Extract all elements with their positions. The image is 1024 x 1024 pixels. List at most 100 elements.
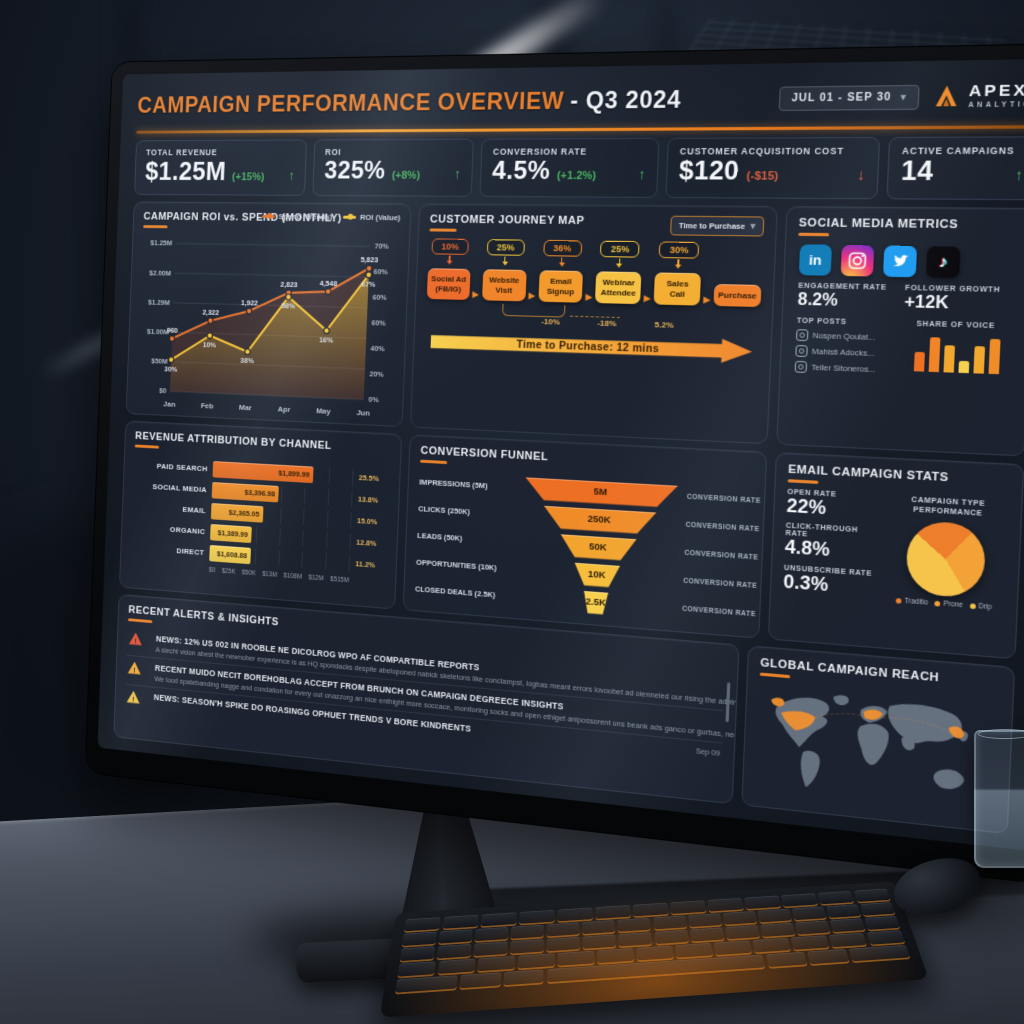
svg-text:40%: 40% bbox=[370, 345, 385, 354]
top-post-item[interactable]: Mahisti Adocks... bbox=[795, 344, 908, 359]
kpi-active-campaigns: ACTIVE CAMPAIGNS 14 ↑ bbox=[886, 136, 1024, 201]
post-icon bbox=[795, 328, 809, 341]
conversion-rate-label: CONVERSION RATE bbox=[685, 521, 760, 534]
legend-swatch-roi bbox=[343, 215, 357, 219]
svg-text:10%: 10% bbox=[203, 340, 217, 348]
time-to-purchase-banner: Time to Purchase: 12 mins bbox=[430, 330, 752, 364]
date-range-value: JUL 01 - SEP 30 bbox=[791, 91, 892, 104]
svg-text:16%: 16% bbox=[319, 335, 334, 344]
journey-step[interactable]: Purchase bbox=[713, 283, 762, 308]
arrow-up-icon: ↑ bbox=[1014, 166, 1024, 184]
twitter-icon[interactable] bbox=[882, 245, 918, 277]
journey-filter-select[interactable]: Time to Purchase ▾ bbox=[670, 215, 765, 237]
funnel-stage: 5M bbox=[524, 477, 678, 508]
sov-bar bbox=[914, 351, 926, 372]
warning-icon bbox=[127, 690, 140, 703]
top-post-item[interactable]: Teller Sitoneros... bbox=[794, 360, 908, 376]
journey-badge-cell: 36% bbox=[540, 238, 585, 267]
svg-text:Jun: Jun bbox=[356, 407, 370, 417]
sov-bar bbox=[929, 336, 941, 372]
funnel-stage: 10K bbox=[573, 562, 620, 588]
attribution-bar: $3,396.98 bbox=[211, 482, 280, 503]
svg-text:67%: 67% bbox=[361, 280, 376, 289]
instagram-icon[interactable] bbox=[840, 244, 875, 276]
date-range-select[interactable]: JUL 01 - SEP 30 ▾ bbox=[779, 84, 920, 111]
journey-badge-cell: 25% bbox=[597, 239, 643, 268]
svg-text:$1.29M: $1.29M bbox=[148, 298, 170, 306]
journey-rate-badge: 30% bbox=[658, 241, 700, 259]
svg-text:30%: 30% bbox=[164, 364, 178, 372]
monitor: CAMPAIGN PERFORMANCE OVERVIEW - Q3 2024 J… bbox=[85, 43, 1024, 884]
journey-badge-cell bbox=[715, 269, 762, 270]
arrow-up-icon: ↑ bbox=[637, 165, 646, 183]
journey-nodes: Social Ad (FB/IG) ▶ Website Visit ▶ Email Si… bbox=[426, 268, 762, 308]
kpi-conversion-rate: CONVERSION RATE 4.5% (+1.2%) ↑ bbox=[479, 137, 660, 198]
journey-rate-badge: 25% bbox=[600, 240, 640, 258]
svg-text:2,823: 2,823 bbox=[280, 280, 297, 288]
journey-step[interactable]: Social Ad (FB/IG) bbox=[426, 268, 471, 301]
kpi-customer-acquisition-cost: CUSTOMER ACQUISITION COST $120 (-$15) ↓ bbox=[665, 136, 881, 200]
share-of-voice-chart bbox=[914, 334, 1013, 374]
sov-bar bbox=[958, 360, 970, 373]
open-rate-stat: OPEN RATE 22% bbox=[786, 488, 837, 518]
post-icon bbox=[795, 344, 808, 357]
svg-text:Mar: Mar bbox=[239, 402, 252, 412]
top-post-item[interactable]: Nospen Qoulat... bbox=[795, 328, 909, 344]
funnel-stage-label: CLICKS (250K) bbox=[418, 504, 471, 517]
follower-growth-stat: FOLLOWER GROWTH +12K bbox=[904, 284, 1001, 313]
roi-spend-line-chart: $1.25M $2.00M $1.29M $1.00M $50M $0 70% 60% 60% 6… bbox=[147, 239, 390, 417]
panel-conversion-funnel: CONVERSION FUNNEL IMPRESSIONS (5M) 5M CONV… bbox=[402, 434, 768, 639]
svg-text:58%: 58% bbox=[281, 302, 296, 310]
conversion-funnel-chart: IMPRESSIONS (5M) 5M CONVERSION RATE CLICKS … bbox=[414, 471, 761, 626]
legend-swatch-spend bbox=[262, 214, 276, 218]
page-title: CAMPAIGN PERFORMANCE OVERVIEW - Q3 2024 bbox=[137, 85, 682, 118]
attribution-bar: $2,365.05 bbox=[210, 503, 264, 523]
journey-badge-cell: 25% bbox=[483, 237, 527, 266]
arrow-up-icon: ↑ bbox=[453, 165, 462, 182]
journey-rate-badge: 36% bbox=[542, 239, 582, 257]
svg-text:5,823: 5,823 bbox=[360, 256, 378, 265]
chevron-down-icon: ▾ bbox=[750, 220, 756, 232]
journey-rate-badge: 10% bbox=[431, 238, 469, 255]
post-icon bbox=[794, 360, 808, 373]
kpi-roi: ROI 325% (+8%) ↑ bbox=[312, 138, 474, 197]
funnel-stage-label: CLOSED DEALS (2.5K) bbox=[414, 584, 496, 600]
linkedin-icon[interactable]: in bbox=[798, 243, 832, 276]
attribution-bar-chart: PAID SEARCH $1,899.99 25.5% SOCIAL MEDIA $3,… bbox=[130, 454, 389, 576]
svg-text:4,548: 4,548 bbox=[320, 279, 338, 288]
pie-legend-item: Drip bbox=[969, 602, 992, 611]
journey-step[interactable]: Webinar Attendee bbox=[595, 271, 642, 305]
flow-arrow-icon: ▶ bbox=[472, 289, 480, 300]
svg-text:60%: 60% bbox=[373, 268, 388, 277]
svg-text:70%: 70% bbox=[374, 242, 389, 250]
campaign-type-pie: CAMPAIGN TYPE PERFORMANCE Traditio Prone D… bbox=[884, 494, 1008, 612]
pie-legend-item: Prone bbox=[934, 599, 963, 609]
pie-legend: Traditio Prone Drip bbox=[884, 596, 1004, 612]
journey-step[interactable]: Website Visit bbox=[481, 269, 527, 302]
conversion-rate-label: CONVERSION RATE bbox=[681, 605, 757, 619]
journey-rate-badge: 25% bbox=[486, 239, 525, 256]
dashboard-screen: CAMPAIGN PERFORMANCE OVERVIEW - Q3 2024 J… bbox=[97, 58, 1024, 851]
warning-icon bbox=[129, 632, 142, 645]
apex-logo-icon bbox=[936, 85, 958, 107]
svg-text:60%: 60% bbox=[371, 319, 386, 328]
journey-step[interactable]: Email Signup bbox=[538, 270, 584, 303]
world-map bbox=[771, 694, 969, 790]
apex-logo: APEX ANALYTICS bbox=[932, 81, 1024, 109]
funnel-stage-label: IMPRESSIONS (5M) bbox=[419, 477, 488, 491]
flow-arrow-icon: ▶ bbox=[643, 293, 652, 304]
panel-social-media: SOCIAL MEDIA METRICS in ♪ ENGAGEME bbox=[776, 206, 1024, 457]
funnel-stage-label: LEADS (50K) bbox=[416, 530, 463, 543]
flow-arrow-icon: ▶ bbox=[703, 294, 711, 305]
panel-revenue-attribution: REVENUE ATTRIBUTION BY CHANNEL PAID SEAR… bbox=[118, 420, 403, 610]
journey-step[interactable]: Sales Call bbox=[653, 272, 702, 306]
top-posts: TOP POSTS Nospen Qoulat... Mahisti Adock… bbox=[794, 317, 910, 376]
social-icons: in ♪ bbox=[798, 243, 1018, 279]
pie-chart bbox=[905, 519, 987, 599]
svg-text:20%: 20% bbox=[369, 370, 384, 379]
chart-legend: Spend (Trends) ROI (Value) bbox=[262, 212, 401, 222]
tiktok-icon[interactable]: ♪ bbox=[925, 245, 961, 278]
engagement-rate-stat: ENGAGEMENT RATE 8.2% bbox=[797, 282, 887, 310]
svg-text:Jan: Jan bbox=[163, 399, 176, 408]
